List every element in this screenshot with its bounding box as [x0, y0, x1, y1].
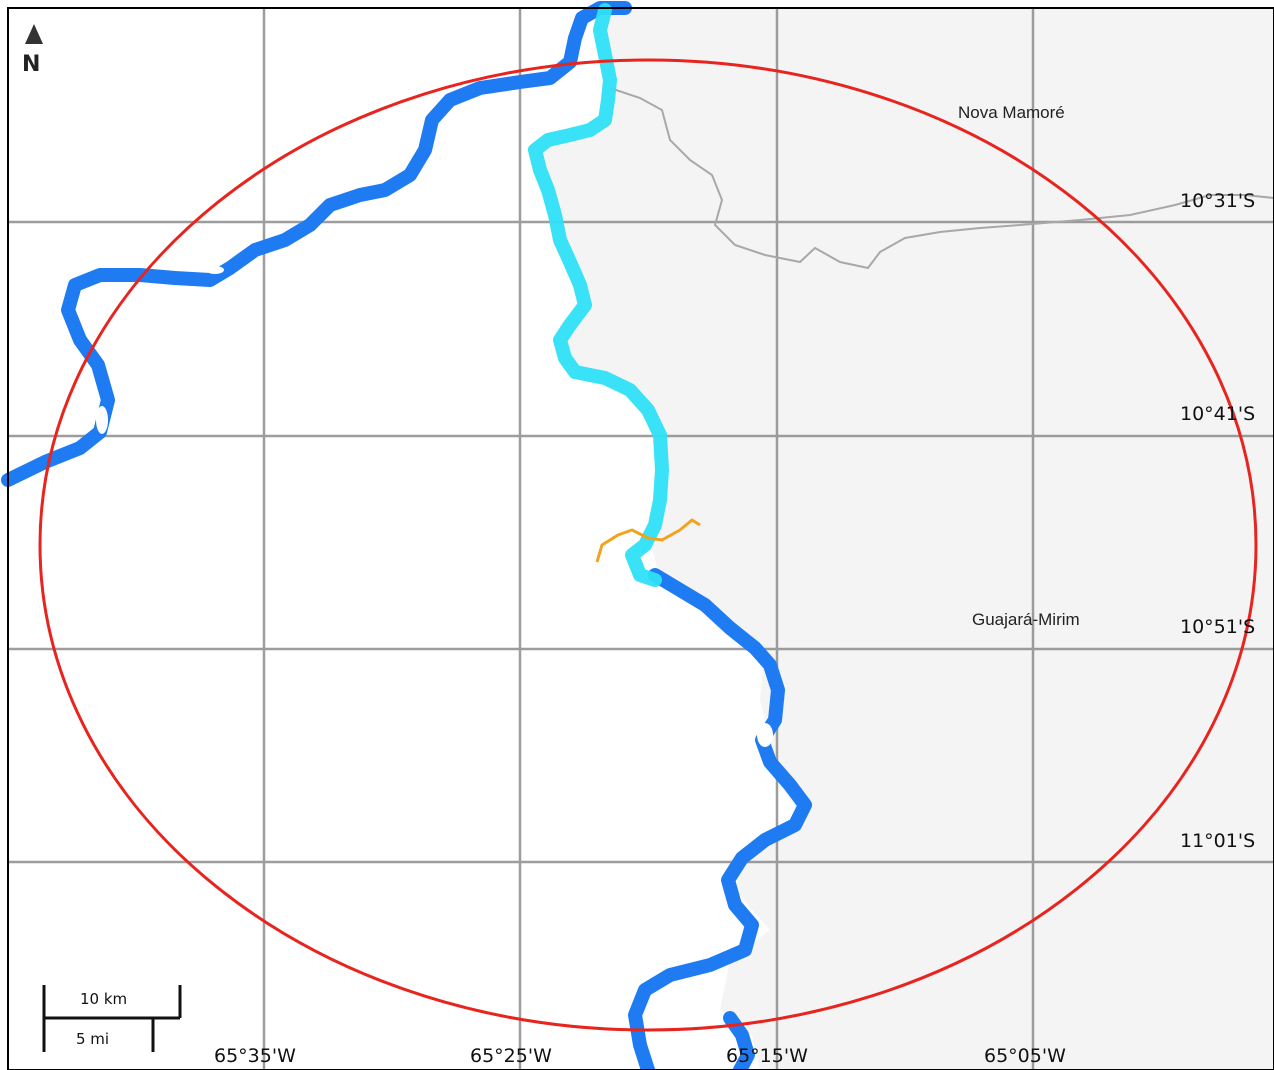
longitude-label: 65°15'W — [726, 1045, 808, 1067]
latitude-label: 10°51'S — [1180, 616, 1255, 638]
river-south — [628, 568, 812, 1070]
road-line — [595, 518, 701, 563]
north-arrow-icon — [25, 24, 43, 44]
scale-label-km: 10 km — [80, 990, 127, 1008]
latitude-label: 10°31'S — [1180, 190, 1255, 212]
scale-bar — [42, 985, 182, 1052]
river-highlighted — [528, 3, 669, 587]
river-island — [757, 723, 773, 747]
place-label-nova-mamore: Nova Mamoré — [958, 103, 1065, 122]
map-frame — [7, 7, 1274, 1070]
longitude-label: 65°05'W — [984, 1045, 1066, 1067]
river-west — [1, 1, 632, 487]
north-label: N — [22, 52, 40, 77]
river-south-branch — [723, 1011, 755, 1070]
place-label-guajara-mirim: Guajará-Mirim — [972, 610, 1080, 629]
longitude-label: 65°25'W — [470, 1045, 552, 1067]
longitude-label: 65°35'W — [214, 1045, 296, 1067]
buffer-circle — [38, 58, 1258, 1032]
scale-label-mi: 5 mi — [76, 1030, 109, 1048]
border-line — [609, 87, 1274, 270]
river-island — [96, 406, 108, 434]
land-shading — [538, 8, 1274, 1070]
latitude-label: 10°41'S — [1180, 403, 1255, 425]
latitude-label: 11°01'S — [1180, 830, 1255, 852]
river-island — [206, 266, 224, 274]
north-arrow: N — [22, 24, 43, 77]
